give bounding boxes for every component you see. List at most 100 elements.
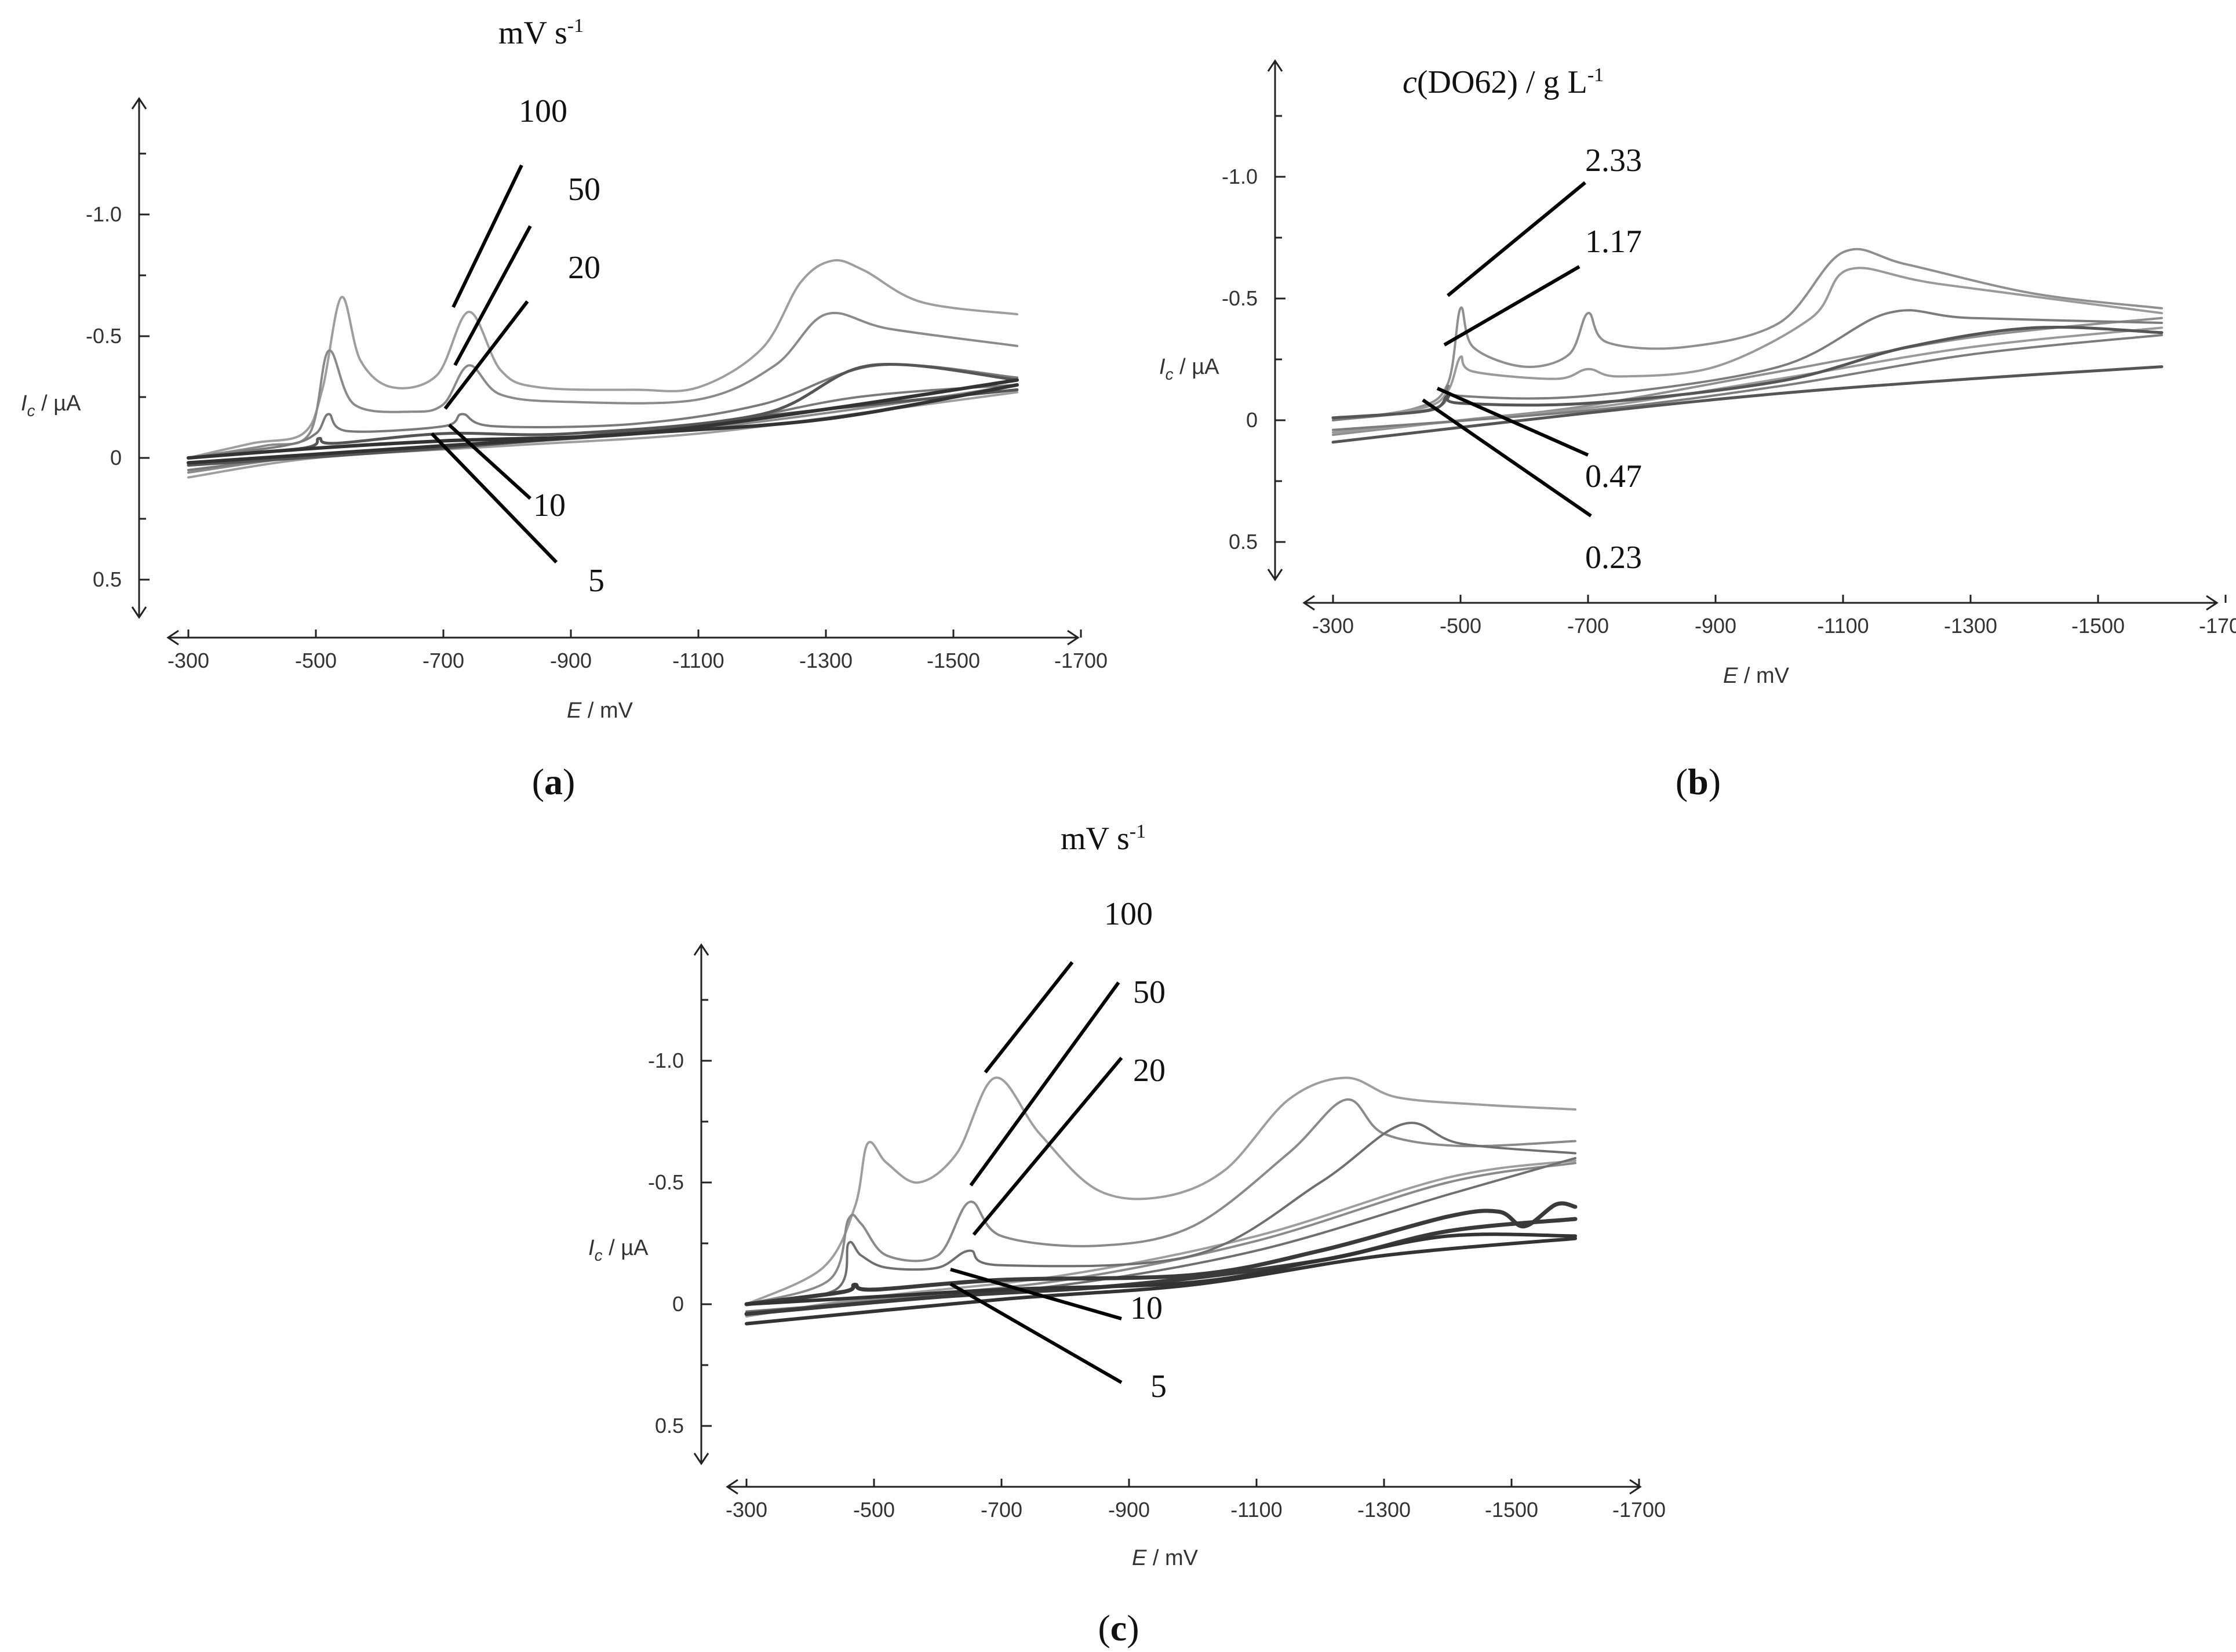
y-axis-arrow-top — [1267, 59, 1283, 72]
axes-c: -1.0 -0.5 0 0.5 -300 -500 -700 -900 -1100 -1300 -1… — [648, 943, 1666, 1522]
cv-curve-forward-1_17 — [1332, 267, 2163, 421]
y-tick-label: 0.5 — [93, 567, 122, 591]
chart-panel-c: -1.0 -0.5 0 0.5 -300 -500 -700 -900 -1100 -1300 -1… — [588, 821, 1666, 1649]
callout-label: 0.47 — [1585, 459, 1642, 494]
callout-leader-line — [451, 164, 523, 308]
y-tick-label: -1.0 — [648, 1049, 684, 1072]
x-axis-arrow-right — [2206, 595, 2219, 611]
callouts-b: 2.33 1.17 0.47 0.23 — [1422, 143, 1642, 576]
x-tick-label: -1500 — [927, 649, 980, 672]
curves-c — [744, 1076, 1578, 1326]
x-tick-label: -300 — [1312, 614, 1354, 638]
callout-label: 1.17 — [1585, 224, 1642, 260]
y-tick-label: 0.5 — [655, 1414, 684, 1438]
y-tick-label: 0 — [1246, 408, 1258, 432]
y-tick-label: 0.5 — [1229, 530, 1258, 554]
cv-curve-reverse-5 — [745, 1236, 1577, 1326]
x-tick-label: -1500 — [2071, 614, 2125, 638]
callout-label: 50 — [1133, 974, 1166, 1010]
y-axis-arrow-top — [131, 97, 147, 110]
callout-label: 10 — [533, 487, 566, 523]
y-tick-label: 0 — [110, 446, 122, 470]
x-tick-label: -1100 — [672, 649, 724, 672]
callout-leader-line — [949, 1282, 1123, 1384]
cv-curve-forward-20 — [187, 363, 1018, 459]
cv-curve-forward-0_23 — [1331, 325, 2164, 420]
x-axis-title-c: E / mV — [1132, 1546, 1199, 1570]
curves-b — [1331, 248, 2164, 444]
curves-a — [187, 259, 1019, 479]
x-tick-label: -1300 — [1357, 1498, 1411, 1522]
cv-curve-forward-10 — [187, 363, 1019, 460]
callout-label: 20 — [568, 250, 600, 286]
x-tick-label: -1700 — [1612, 1498, 1666, 1522]
x-tick-label: -1100 — [1230, 1498, 1282, 1522]
callout-leader-line — [969, 981, 1120, 1187]
x-tick-label: -900 — [1695, 614, 1736, 638]
y-axis-arrow-bottom — [693, 1453, 709, 1465]
callout-leader-line — [950, 1268, 1122, 1320]
callout-label: 100 — [519, 93, 567, 129]
panel-label-a: (a) — [532, 761, 576, 802]
x-tick-label: -1300 — [799, 649, 853, 672]
panel-label-b: (b) — [1676, 761, 1721, 802]
cv-curve-reverse-0_47 — [1332, 334, 2163, 431]
x-tick-label: -1700 — [1054, 649, 1108, 672]
callout-leader-line — [430, 432, 558, 564]
x-tick-label: -500 — [853, 1498, 895, 1522]
y-tick-label: -1.0 — [1222, 165, 1258, 188]
x-axis-arrow-left — [166, 629, 179, 646]
x-axis-title-b: E / mV — [1723, 664, 1790, 688]
x-axis-arrow-left — [1302, 595, 1315, 611]
cv-curve-forward-5 — [745, 1232, 1577, 1306]
y-axis-arrow-bottom — [131, 606, 147, 619]
y-axis-arrow-top — [693, 943, 709, 956]
x-axis-arrow-right — [1629, 1479, 1642, 1495]
callout-label: 2.33 — [1585, 143, 1642, 179]
x-tick-label: -700 — [423, 649, 464, 672]
callout-label: 5 — [1150, 1369, 1167, 1404]
y-tick-label: -1.0 — [86, 202, 122, 226]
callout-label: 5 — [588, 563, 604, 599]
cv-curve-reverse-1_17 — [1332, 326, 2163, 434]
x-tick-label: -900 — [550, 649, 592, 672]
x-tick-label: -1700 — [2199, 614, 2236, 638]
callouts-c: 100 50 20 10 5 — [949, 896, 1167, 1404]
y-axis-title-b: Ic / µA — [1159, 355, 1219, 383]
callout-leader-line — [1436, 387, 1589, 457]
y-axis-title-c: Ic / µA — [588, 1236, 649, 1264]
x-tick-label: -1100 — [1817, 614, 1869, 638]
x-tick-label: -500 — [295, 649, 337, 672]
cv-curve-forward-100 — [187, 259, 1018, 459]
x-tick-label: -300 — [167, 649, 209, 672]
callout-label: 100 — [1104, 896, 1153, 932]
cv-curve-reverse-50 — [745, 1162, 1576, 1315]
legend-title-a: mV s-1 — [498, 15, 584, 51]
callout-label: 50 — [568, 172, 600, 208]
x-tick-label: -500 — [1440, 614, 1481, 638]
callout-leader-line — [1447, 181, 1586, 297]
axes-a: -1.0 -0.5 0 0.5 -300 -500 -700 -900 -1100 -1300 -1… — [86, 97, 1108, 672]
callout-label: 0.23 — [1585, 540, 1642, 576]
y-tick-label: -0.5 — [648, 1170, 684, 1194]
x-tick-label: -900 — [1108, 1498, 1150, 1522]
cv-curve-reverse-10 — [187, 388, 1019, 467]
callout-leader-line — [984, 961, 1074, 1074]
axes-b: -1.0 -0.5 0 0.5 -300 -500 -700 -900 -1100 -1300 -1… — [1222, 59, 2236, 638]
cv-curve-forward-50 — [187, 311, 1018, 459]
x-tick-label: -300 — [726, 1498, 767, 1522]
callout-leader-line — [447, 423, 532, 500]
x-axis-arrow-right — [1067, 629, 1080, 646]
callout-leader-line — [1422, 398, 1592, 518]
y-tick-label: -0.5 — [86, 324, 122, 348]
y-axis-title-a: Ic / µA — [21, 391, 81, 420]
callout-label: 20 — [1133, 1053, 1166, 1089]
x-axis-arrow-left — [726, 1479, 738, 1495]
callout-leader-line — [453, 225, 532, 366]
panel-label-c: (c) — [1098, 1607, 1139, 1649]
cv-curve-reverse-5 — [187, 383, 1019, 465]
chart-panel-b: -1.0 -0.5 0 0.5 -300 -500 -700 -900 -1100 -1300 -1… — [1159, 59, 2236, 802]
y-tick-label: 0 — [672, 1292, 684, 1316]
x-tick-label: -1300 — [1944, 614, 1997, 638]
